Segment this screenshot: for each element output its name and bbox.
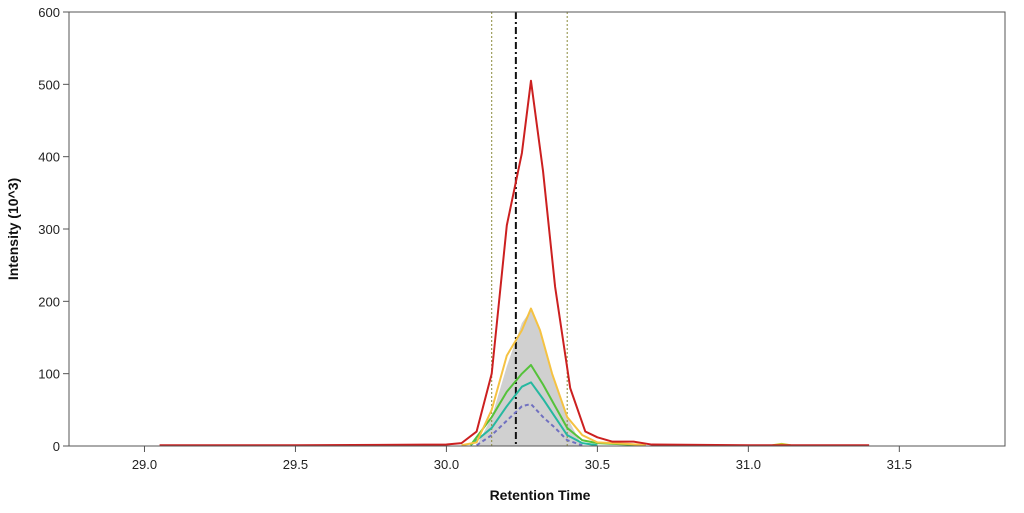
x-tick-label: 31.5 <box>887 457 912 472</box>
y-tick-label: 600 <box>38 5 60 20</box>
y-tick-label: 500 <box>38 77 60 92</box>
series-line-4 <box>469 381 598 447</box>
series-line-5 <box>476 403 583 447</box>
y-tick-label: 0 <box>53 439 60 454</box>
y-tick-label: 200 <box>38 294 60 309</box>
x-tick-label: 30.5 <box>585 457 610 472</box>
x-axis-title: Retention Time <box>490 487 591 503</box>
series-line-1 <box>159 79 870 447</box>
y-tick-label: 300 <box>38 222 60 237</box>
series-lines <box>159 79 870 447</box>
series-line-2 <box>461 307 646 447</box>
x-tick-label: 31.0 <box>736 457 761 472</box>
y-axis-title: Intensity (10^3) <box>5 178 21 280</box>
x-axis: 29.0 29.5 30.0 30.5 31.0 31.5 <box>132 446 912 472</box>
y-tick-label: 400 <box>38 150 60 165</box>
x-tick-label: 29.0 <box>132 457 157 472</box>
x-tick-label: 29.5 <box>283 457 308 472</box>
y-axis: 0 100 200 300 400 500 600 <box>38 5 69 454</box>
y-tick-label: 100 <box>38 367 60 382</box>
x-tick-label: 30.0 <box>434 457 459 472</box>
